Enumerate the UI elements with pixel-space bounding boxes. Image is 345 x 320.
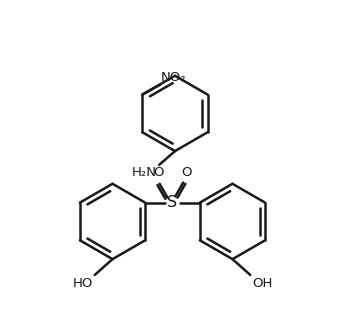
Text: S: S xyxy=(167,195,178,210)
Text: O: O xyxy=(154,166,164,179)
Text: O: O xyxy=(181,166,191,179)
Text: NO₂: NO₂ xyxy=(161,71,187,84)
Text: OH: OH xyxy=(252,277,273,290)
Text: H₂N: H₂N xyxy=(132,166,157,179)
Text: HO: HO xyxy=(72,277,93,290)
